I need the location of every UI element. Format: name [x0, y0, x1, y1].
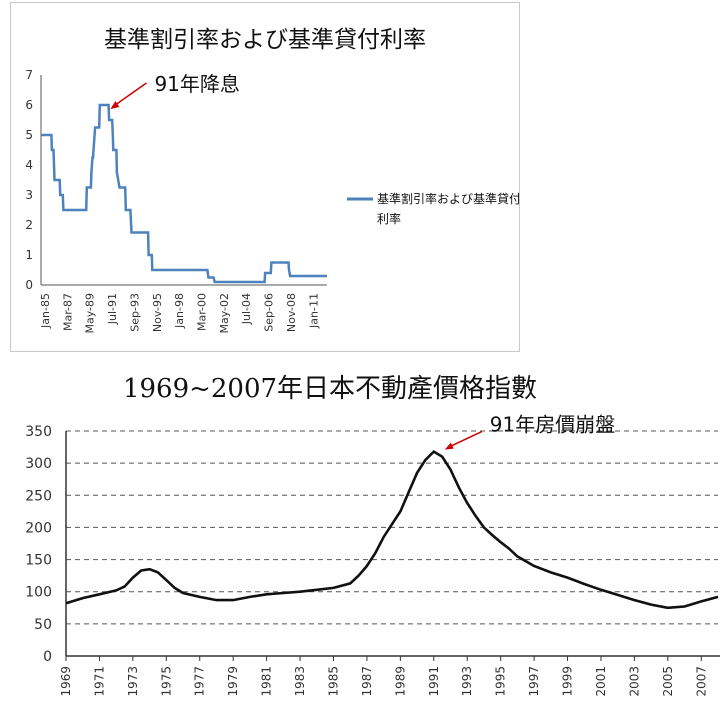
chart1-x-tick-label: Jul-04: [240, 293, 253, 325]
chart1-y-tick-label: 3: [25, 188, 33, 202]
chart1-x-tick-label: Mar-00: [195, 293, 208, 331]
chart1-x-tick-label: May-89: [84, 293, 97, 334]
chart1-x-tick: Sep-06: [263, 293, 276, 332]
chart2-x-tick-label: 1987: [360, 666, 374, 697]
chart1-x-tick-label: Jan-98: [173, 293, 186, 329]
chart2-x-tick: 1975: [159, 666, 173, 697]
chart2-x-tick-label: 1981: [260, 666, 274, 697]
chart2-x-tick: 1997: [527, 666, 541, 697]
chart2-annotation-arrowhead: [444, 442, 454, 450]
chart2-x-tick-label: 1995: [494, 666, 508, 697]
chart1-x-tick: Sep-93: [128, 293, 141, 332]
chart1-x-tick: Jul-04: [240, 293, 253, 325]
chart1-x-tick: Jan-11: [307, 293, 320, 329]
chart2-x-tick: 1991: [427, 666, 441, 697]
chart2-x-tick: 1981: [260, 666, 274, 697]
chart2-x-tick-label: 1971: [92, 666, 106, 697]
chart2-x-tick: 1983: [293, 666, 307, 697]
chart2-x-tick-label: 1983: [293, 666, 307, 697]
chart1-x-tick: Jan-85: [39, 293, 52, 329]
chart1-y-tick-label: 7: [25, 68, 33, 82]
chart1-x-tick-label: May-02: [218, 293, 231, 334]
chart2-x-tick: 1969: [59, 666, 73, 697]
chart2-x-tick-label: 2003: [627, 666, 641, 697]
chart1-x-tick-label: Nov-95: [151, 293, 164, 332]
chart2-x-tick: 1985: [326, 666, 340, 697]
chart1-x-tick: Jan-98: [173, 293, 186, 329]
chart1-legend-line2: 利率: [377, 211, 401, 226]
chart1-x-tick: May-02: [218, 293, 231, 334]
chart2-y-tick-label: 50: [34, 617, 52, 633]
chart1-y-tick-label: 4: [25, 158, 33, 172]
chart2-y-tick-label: 250: [25, 488, 52, 504]
chart2-x-tick: 1993: [460, 666, 474, 697]
chart2-x-tick-label: 2007: [694, 666, 708, 697]
chart1-panel: 基準割引率および基準貸付利率 0 1 2 3 4 5 6 7 Jan-85 Mar-87 May-…: [10, 2, 521, 352]
chart2-x-tick: 1971: [92, 666, 106, 697]
property-index-chart: 1969~2007年日本不動產價格指數 0 50 100 150 200 250 300 35…: [25, 374, 720, 697]
chart1-x-tick: Nov-08: [285, 293, 298, 332]
interest-rate-chart: 基準割引率および基準貸付利率 0 1 2 3 4 5 6 7 Jan-85 Mar-87 May-…: [25, 27, 521, 334]
chart1-legend-label: 基準割引率および基準貸付 利率: [377, 191, 519, 226]
chart2-y-tick-label: 100: [25, 585, 52, 601]
chart2-y-tick-label: 150: [25, 553, 52, 569]
chart1-x-tick-label: Mar-87: [61, 293, 74, 331]
chart2-x-tick: 1989: [393, 666, 407, 697]
chart2-x-tick: 2007: [694, 666, 708, 697]
chart2-x-tick-label: 1991: [427, 666, 441, 697]
chart1-x-tick-label: Sep-93: [128, 293, 141, 332]
chart2-x-tick-label: 1977: [193, 666, 207, 697]
chart2-x-tick: 2003: [627, 666, 641, 697]
chart1-y-tick-label: 2: [25, 218, 33, 232]
chart1-x-tick-label: Jan-85: [39, 293, 52, 329]
chart1-title: 基準割引率および基準貸付利率: [104, 27, 426, 53]
chart2-x-tick: 1973: [126, 666, 140, 697]
chart2-annotation-arrow: [447, 430, 483, 449]
chart2-x-tick-label: 1979: [226, 666, 240, 697]
chart2-x-tick-label: 1975: [159, 666, 173, 697]
chart2-x-tick-label: 1969: [59, 666, 73, 697]
chart1-annotation-arrow: [112, 82, 147, 108]
chart2-x-tick-label: 1997: [527, 666, 541, 697]
chart1-legend-line1: 基準割引率および基準貸付: [377, 191, 519, 206]
chart2-x-tick: 2001: [594, 666, 608, 697]
chart2-x-tick: 1995: [494, 666, 508, 697]
chart1-series-line: [41, 103, 327, 284]
chart1-y-tick-label: 6: [25, 98, 33, 112]
chart2-x-tick-label: 2001: [594, 666, 608, 697]
chart2-title: 1969~2007年日本不動產價格指數: [123, 374, 537, 404]
chart1-x-tick-label: Sep-06: [263, 293, 276, 332]
chart2-series-line: [65, 449, 719, 610]
chart1-x-tick: May-89: [84, 293, 97, 334]
chart2-x-tick-label: 1989: [393, 666, 407, 697]
chart1-x-tick: Mar-00: [195, 293, 208, 331]
chart1-annotation-text: 91年降息: [154, 72, 239, 96]
chart1-x-tick: Nov-95: [151, 293, 164, 332]
chart1-x-tick: Mar-87: [61, 293, 74, 331]
chart1-x-tick-label: Nov-08: [285, 293, 298, 332]
chart1-y-tick-label: 5: [25, 128, 33, 142]
chart2-x-tick: 1999: [561, 666, 575, 697]
chart1-y-tick-label: 1: [25, 248, 33, 262]
chart1-x-tick: Jul-91: [106, 293, 119, 325]
chart2-x-tick: 2005: [661, 666, 675, 697]
chart2-x-tick-label: 2005: [661, 666, 675, 697]
chart2-x-tick-label: 1999: [561, 666, 575, 697]
chart2-y-tick-label: 350: [25, 424, 52, 440]
chart1-x-tick-label: Jul-91: [106, 293, 119, 325]
chart1-x-tick-label: Jan-11: [307, 293, 320, 329]
chart1-annotation-arrowhead: [110, 101, 120, 109]
chart2-x-tick-label: 1973: [126, 666, 140, 697]
chart2-x-tick-label: 1985: [326, 666, 340, 697]
chart2-x-tick: 1979: [226, 666, 240, 697]
chart2-y-tick-label: 300: [25, 456, 52, 472]
chart2-annotation-text: 91年房價崩盤: [490, 413, 615, 437]
chart2-x-tick: 1977: [193, 666, 207, 697]
chart2-y-tick-label: 200: [25, 520, 52, 536]
chart2-x-tick-label: 1993: [460, 666, 474, 697]
chart2-y-tick-label: 0: [43, 649, 52, 665]
chart1-y-tick-label: 0: [25, 278, 33, 292]
chart2-x-tick: 1987: [360, 666, 374, 697]
